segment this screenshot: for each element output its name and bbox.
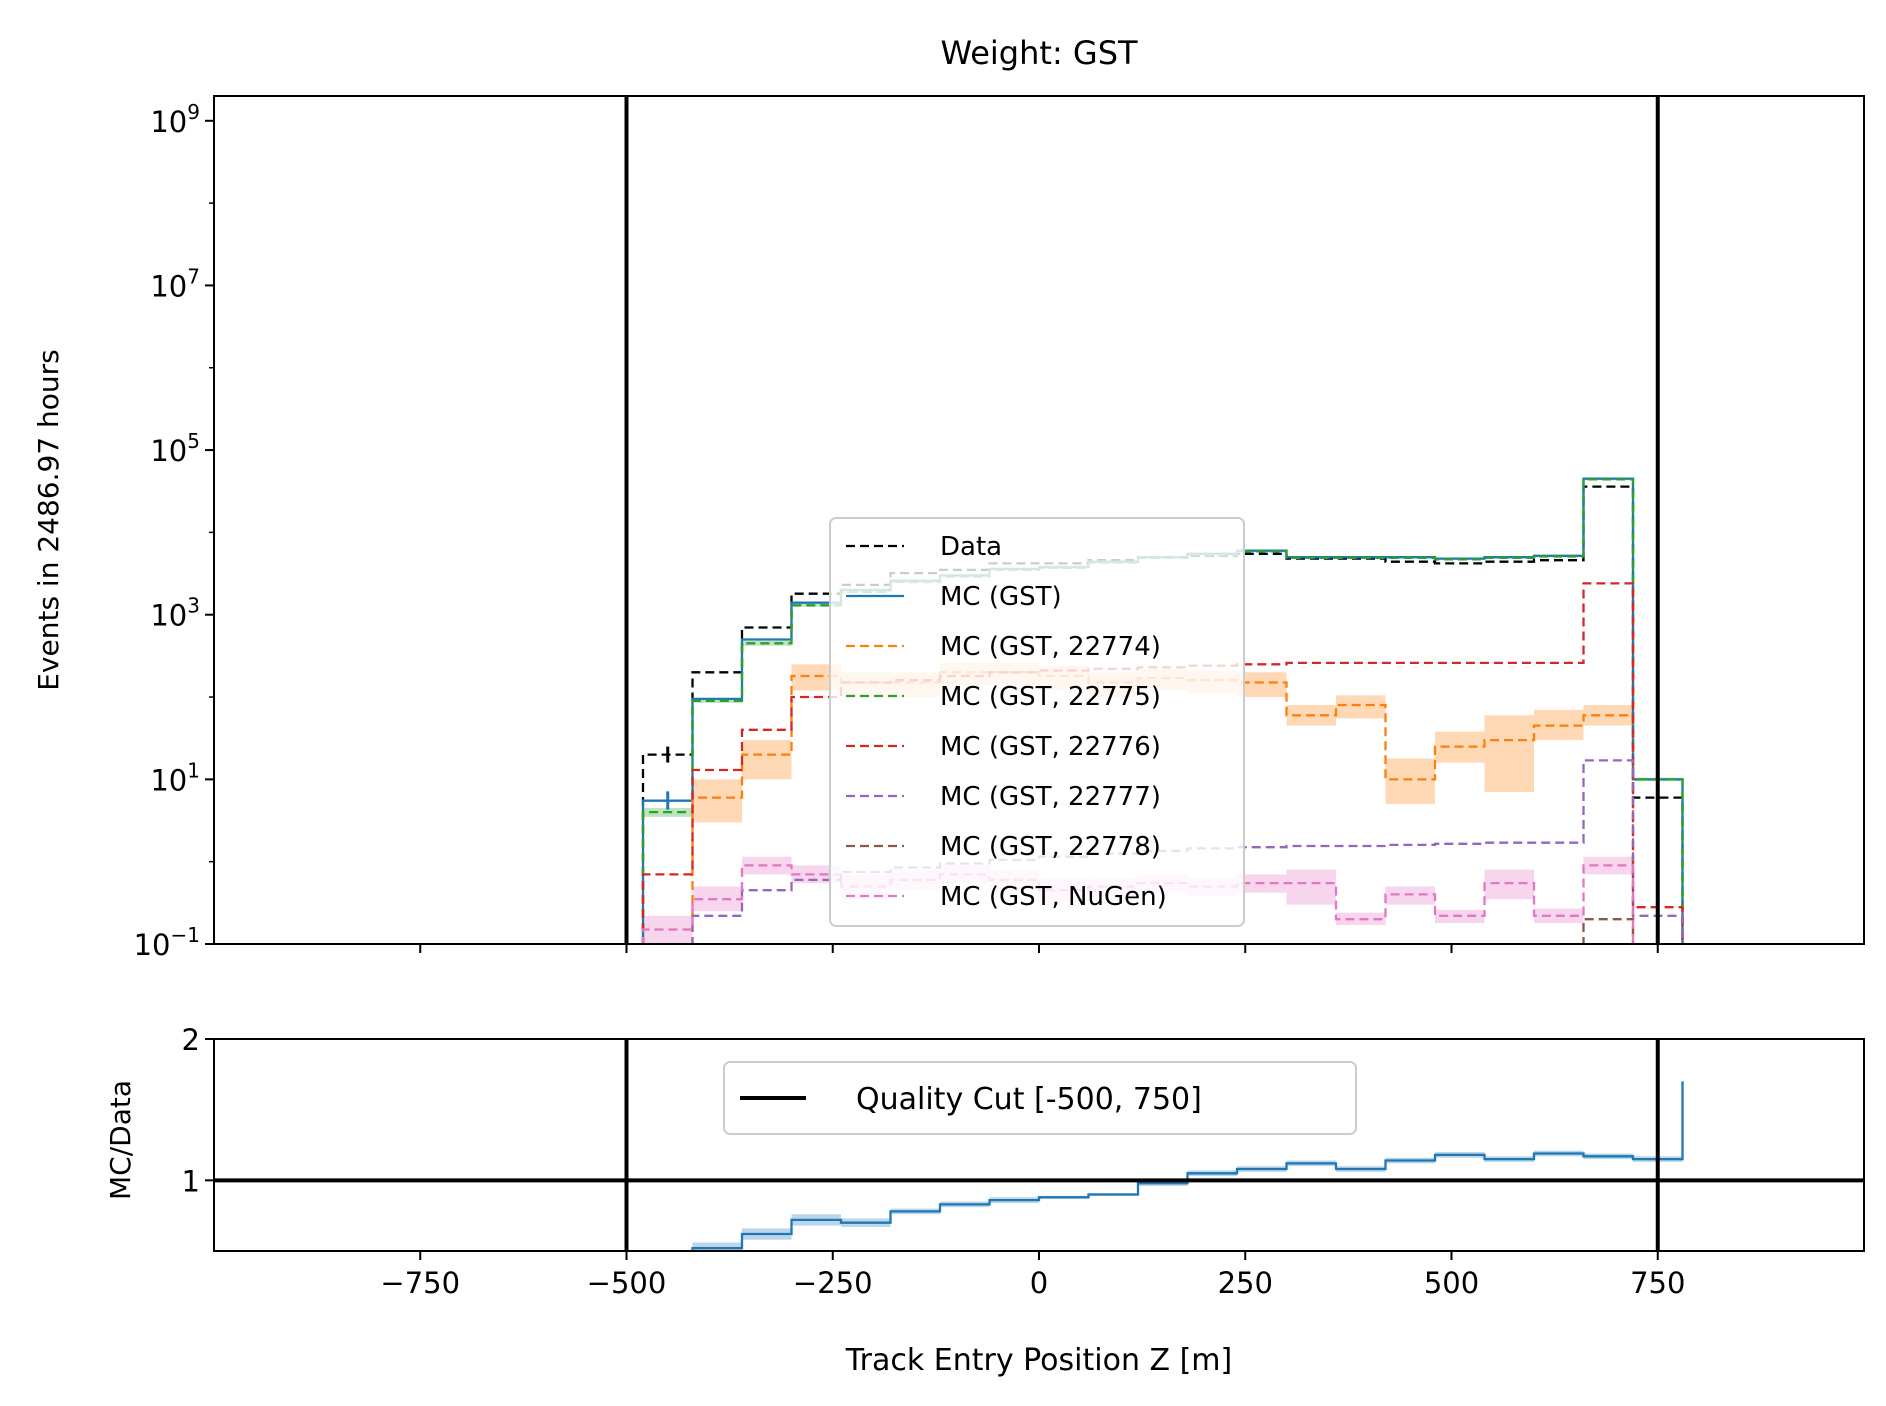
ratio-ylabel: MC/Data bbox=[104, 1080, 137, 1200]
ratio-line bbox=[691, 1081, 1684, 1251]
ratio-legend-box bbox=[723, 1061, 1357, 1135]
mc-gst-22775-line bbox=[641, 478, 1684, 944]
mc-gst-nugen-band-bin bbox=[791, 865, 841, 884]
mc-gst-22774-band-bin bbox=[692, 779, 742, 823]
legend-label: MC (GST, 22777) bbox=[940, 782, 1161, 812]
y-tick-label: 103 bbox=[150, 594, 200, 633]
mc-gst-22774-band-bin bbox=[742, 740, 792, 780]
main-plot: 10−1 101 103 105 107 109 Data MC (GST) MC (GST, … bbox=[134, 95, 1865, 962]
legend-label: MC (GST, 22776) bbox=[940, 732, 1161, 762]
main-title: Weight: GST bbox=[940, 34, 1138, 72]
ratio-band-bin bbox=[692, 1242, 742, 1251]
legend-label: MC (GST, 22778) bbox=[940, 832, 1161, 862]
mc-gst-22778-line bbox=[1582, 918, 1635, 944]
legend-label: MC (GST, 22774) bbox=[940, 632, 1161, 662]
y-tick-label: 10−1 bbox=[134, 923, 200, 962]
legend-label: Data bbox=[940, 532, 1002, 562]
mc-gst-22774-band-bin bbox=[1336, 695, 1386, 719]
y-tick-label: 105 bbox=[150, 429, 200, 468]
y-tick-label: 109 bbox=[150, 100, 200, 139]
mc-gst-22775-band-bin bbox=[692, 698, 742, 703]
data-line bbox=[641, 485, 1684, 944]
x-tick-label: 0 bbox=[1030, 1266, 1048, 1300]
x-tick-label: −500 bbox=[587, 1266, 667, 1300]
legend-label: MC (GST) bbox=[940, 582, 1062, 612]
mc-gst-nugen-band-bin bbox=[1484, 869, 1534, 900]
mc-gst-nugen-line bbox=[641, 864, 1635, 944]
legend-label: MC (GST, NuGen) bbox=[940, 882, 1167, 912]
legend-label: Quality Cut [-500, 750] bbox=[856, 1082, 1202, 1117]
y-tick-label: 101 bbox=[150, 758, 200, 797]
mc-gst-22774-band-bin bbox=[1484, 715, 1534, 793]
y-tick-label: 1 bbox=[182, 1164, 200, 1198]
x-tick-label: −750 bbox=[380, 1266, 460, 1300]
x-tick-label: 250 bbox=[1218, 1266, 1273, 1300]
x-tick-label: −250 bbox=[793, 1266, 873, 1300]
y-tick-label: 2 bbox=[182, 1023, 200, 1057]
ratio-plot: −750 −500 −250 0 250 500 750 1 2 Quality Cut [-50… bbox=[182, 1023, 1865, 1300]
main-ylabel: Events in 2486.97 hours bbox=[32, 349, 65, 691]
mc-gst-nugen-band-bin bbox=[1385, 886, 1435, 905]
mc-gst-22774-band-bin bbox=[1237, 672, 1287, 698]
main-legend-box bbox=[829, 517, 1245, 927]
x-tick-label: 750 bbox=[1630, 1266, 1685, 1300]
mc-gst-22774-band-bin bbox=[1385, 758, 1435, 805]
legend-label: MC (GST, 22775) bbox=[940, 682, 1161, 712]
x-tick-label: 500 bbox=[1424, 1266, 1479, 1300]
mc-gst-22775-band-bin bbox=[791, 603, 841, 607]
ratio-xlabel: Track Entry Position Z [m] bbox=[845, 1343, 1232, 1378]
y-tick-label: 107 bbox=[150, 264, 200, 303]
mc-gst-nugen-band-bin bbox=[1286, 869, 1336, 905]
